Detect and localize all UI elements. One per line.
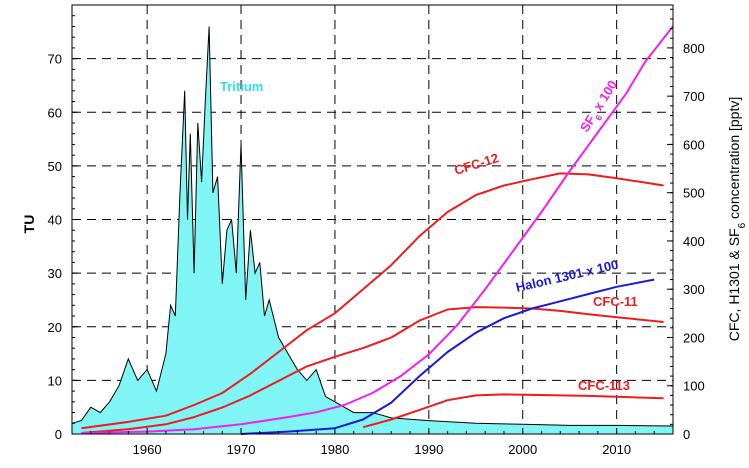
- x-axis: 1960 1970 1980 1990 2000 2010: [71, 428, 674, 457]
- y-right-tick-label: 300: [683, 282, 705, 297]
- y-axis-left-title: TU: [21, 215, 37, 234]
- y-right-tick-label: 400: [683, 234, 705, 249]
- series-lines: [81, 25, 674, 435]
- x-tick-label: 1970: [227, 442, 256, 457]
- y-axis-right: 0 100 200 300 400 500 600 700 800: [667, 8, 705, 442]
- tritium-area: [71, 26, 674, 434]
- label-cfc12: CFC-12: [452, 150, 500, 178]
- label-cfc11: CFC-11: [593, 294, 638, 309]
- y-axis-right-title: CFC, H1301 & SF6 concentration [pptv]: [726, 97, 748, 341]
- y-right-tick-label: 500: [683, 186, 705, 201]
- y-right-tick-label: 600: [683, 137, 705, 152]
- y-left-tick-label: 40: [48, 213, 62, 228]
- y-right-tick-label: 800: [683, 41, 705, 56]
- x-tick-label: 2010: [602, 442, 631, 457]
- y-left-tick-label: 70: [48, 52, 62, 67]
- cfc11-line: [81, 306, 664, 434]
- y-left-tick-label: 10: [48, 373, 62, 388]
- y-left-tick-label: 0: [55, 427, 62, 442]
- label-tritium: Tritium: [220, 79, 263, 94]
- y-right-tick-label: 700: [683, 89, 705, 104]
- x-tick-label: 2000: [508, 442, 537, 457]
- y-left-tick-label: 20: [48, 320, 62, 335]
- y-left-tick-label: 60: [48, 105, 62, 120]
- x-tick-label: 1960: [133, 442, 162, 457]
- label-cfc113: CFC-113: [578, 378, 630, 393]
- halon-line: [240, 278, 655, 435]
- y-axis-left: 0 10 20 30 40 50 60 70: [48, 4, 78, 442]
- y-left-tick-label: 50: [48, 159, 62, 174]
- tritium-fill: [72, 26, 673, 434]
- tritium-line: [71, 26, 674, 427]
- y-left-tick-label: 30: [48, 266, 62, 281]
- y-right-tick-label: 0: [683, 427, 690, 442]
- x-tick-label: 1980: [320, 442, 349, 457]
- cfc113-line: [362, 393, 664, 429]
- sf6-line: [81, 25, 674, 434]
- cfc12-line: [81, 172, 664, 430]
- y-right-tick-label: 200: [683, 330, 705, 345]
- x-tick-label: 1990: [414, 442, 443, 457]
- y-right-tick-label: 100: [683, 379, 705, 394]
